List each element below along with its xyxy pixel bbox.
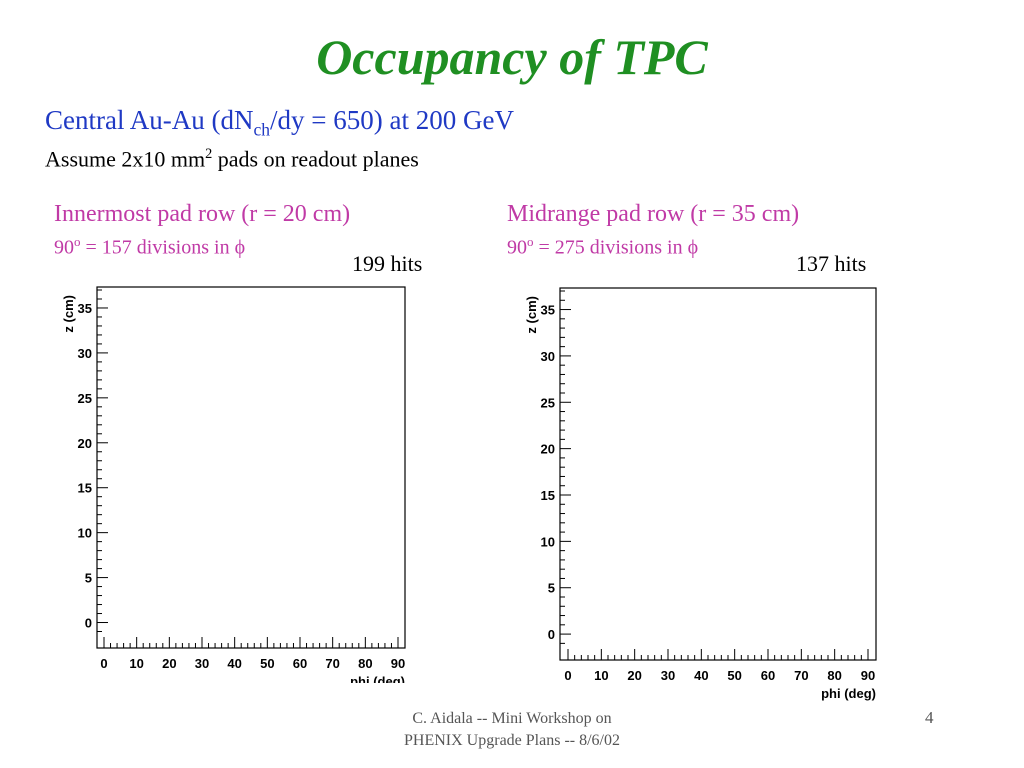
right-y-tick-label: 25 xyxy=(541,395,555,410)
right-y-tick-label: 0 xyxy=(548,627,555,642)
right-x-axis-label: phi (deg) xyxy=(821,686,876,701)
right-hit-count: 137 hits xyxy=(796,251,867,276)
left-y-tick-label: 10 xyxy=(78,526,92,541)
right-x-tick-label: 50 xyxy=(727,668,741,683)
left-y-tick-label: 0 xyxy=(85,616,92,631)
footer-line-2: PHENIX Upgrade Plans -- 8/6/02 xyxy=(404,732,620,750)
right-panel-divisions: 90o = 275 divisions in ϕ xyxy=(507,234,698,260)
left-panel-heading: Innermost pad row (r = 20 cm) xyxy=(54,201,351,227)
left-x-axis-label: phi (deg) xyxy=(350,674,405,683)
left-x-tick-label: 20 xyxy=(162,656,176,671)
left-y-axis-label: z (cm) xyxy=(61,295,76,333)
left-x-tick-label: 70 xyxy=(325,656,339,671)
assumption-superscript: 2 xyxy=(205,146,213,162)
right-y-tick-label: 30 xyxy=(541,349,555,364)
footer-line-1: C. Aidala -- Mini Workshop on xyxy=(412,710,612,727)
left-y-tick-label: 25 xyxy=(78,391,92,406)
subtitle-suffix: /dy = 650) at 200 GeV xyxy=(270,105,514,135)
page-number: 4 xyxy=(925,708,934,727)
left-divisions-rest: = 157 divisions in ϕ xyxy=(80,236,246,259)
right-y-tick-label: 15 xyxy=(541,488,555,503)
right-x-tick-label: 30 xyxy=(661,668,675,683)
left-panel-divisions: 90o = 157 divisions in ϕ xyxy=(54,234,245,260)
left-x-tick-label: 40 xyxy=(227,656,241,671)
right-x-tick-label: 80 xyxy=(827,668,841,683)
right-x-tick-label: 90 xyxy=(861,668,875,683)
left-divisions-base: 90 xyxy=(54,236,74,259)
right-panel-heading: Midrange pad row (r = 35 cm) xyxy=(507,201,800,227)
slide-title: Occupancy of TPC xyxy=(316,29,708,85)
left-divisions-superscript: o xyxy=(74,234,81,249)
right-occupancy-chart: 0 5 10 15 20 25 30 35 0 10 20 30 40 50 60 70 80 90 phi (de… xyxy=(524,287,877,701)
right-x-tick-label: 20 xyxy=(627,668,641,683)
left-hit-count: 199 hits xyxy=(352,251,423,276)
right-y-tick-label: 20 xyxy=(541,442,555,457)
left-y-tick-label: 15 xyxy=(78,481,92,496)
left-x-tick-label: 10 xyxy=(129,656,143,671)
subtitle-prefix: Central Au-Au (dN xyxy=(45,105,254,135)
right-x-tick-label: 10 xyxy=(594,668,608,683)
right-x-tick-label: 0 xyxy=(564,668,571,683)
assumption-suffix: pads on readout planes xyxy=(212,146,419,172)
right-x-tick-label: 70 xyxy=(794,668,808,683)
left-x-tick-label: 80 xyxy=(358,656,372,671)
pad-assumption: Assume 2x10 mm2 pads on readout planes xyxy=(45,146,419,173)
right-plot-frame xyxy=(559,287,877,661)
right-divisions-base: 90 xyxy=(507,236,527,259)
left-x-tick-label: 0 xyxy=(100,656,107,671)
right-y-tick-label: 10 xyxy=(541,534,555,549)
right-divisions-superscript: o xyxy=(527,234,534,249)
left-x-tick-label: 90 xyxy=(391,656,405,671)
right-divisions-rest: = 275 divisions in ϕ xyxy=(533,236,699,259)
assumption-prefix: Assume 2x10 mm xyxy=(45,146,206,172)
left-y-tick-label: 35 xyxy=(78,301,92,316)
right-y-tick-label: 35 xyxy=(541,303,555,318)
left-y-tick-label: 5 xyxy=(85,571,92,586)
left-plot-frame xyxy=(96,286,406,649)
right-y-axis-label: z (cm) xyxy=(524,296,539,334)
left-x-tick-label: 50 xyxy=(260,656,274,671)
left-x-tick-label: 30 xyxy=(195,656,209,671)
right-y-tick-label: 5 xyxy=(548,581,555,596)
left-x-tick-label: 60 xyxy=(293,656,307,671)
left-occupancy-chart: 0 5 10 15 20 25 30 35 0 10 20 30 40 50 60 70 80 90 phi (de… xyxy=(61,286,406,683)
slide-footer: C. Aidala -- Mini Workshop on PHENIX Upg… xyxy=(342,708,682,753)
left-y-tick-label: 20 xyxy=(78,436,92,451)
right-x-tick-label: 60 xyxy=(761,668,775,683)
subtitle-subscript: ch xyxy=(253,119,271,140)
left-y-tick-label: 30 xyxy=(78,346,92,361)
slide-subtitle: Central Au-Au (dNch/dy = 650) at 200 GeV xyxy=(45,104,514,140)
right-x-tick-label: 40 xyxy=(694,668,708,683)
